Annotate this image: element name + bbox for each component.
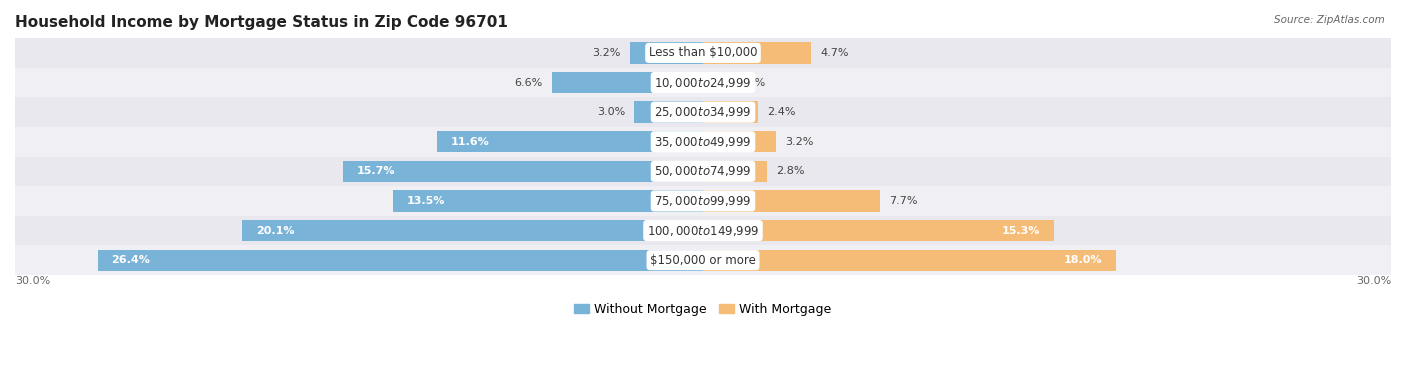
Bar <box>15 186 1391 216</box>
Text: $50,000 to $74,999: $50,000 to $74,999 <box>654 164 752 178</box>
Text: 7.7%: 7.7% <box>889 196 917 206</box>
Text: Source: ZipAtlas.com: Source: ZipAtlas.com <box>1274 15 1385 25</box>
Text: $10,000 to $24,999: $10,000 to $24,999 <box>654 76 752 90</box>
Text: 11.6%: 11.6% <box>451 137 489 147</box>
Text: 3.2%: 3.2% <box>786 137 814 147</box>
Text: 15.3%: 15.3% <box>1001 226 1040 235</box>
Text: $100,000 to $149,999: $100,000 to $149,999 <box>647 223 759 237</box>
Bar <box>15 216 1391 245</box>
Text: 13.5%: 13.5% <box>408 196 446 206</box>
Text: $75,000 to $99,999: $75,000 to $99,999 <box>654 194 752 208</box>
Bar <box>703 161 768 182</box>
Bar <box>242 220 703 241</box>
Text: Household Income by Mortgage Status in Zip Code 96701: Household Income by Mortgage Status in Z… <box>15 15 508 30</box>
Bar <box>343 161 703 182</box>
Bar <box>15 127 1391 156</box>
Bar <box>15 38 1391 68</box>
Bar <box>703 190 880 212</box>
Bar <box>551 72 703 93</box>
Bar <box>15 97 1391 127</box>
Text: 6.6%: 6.6% <box>515 77 543 88</box>
Text: 2.8%: 2.8% <box>776 166 804 177</box>
Bar <box>437 131 703 152</box>
Text: 26.4%: 26.4% <box>111 255 150 265</box>
Text: 30.0%: 30.0% <box>15 276 51 285</box>
Bar <box>703 131 776 152</box>
Text: 20.1%: 20.1% <box>256 226 294 235</box>
Bar <box>15 245 1391 275</box>
Bar <box>703 101 758 123</box>
Text: 2.4%: 2.4% <box>768 107 796 117</box>
Text: 15.7%: 15.7% <box>357 166 395 177</box>
Bar <box>703 42 811 64</box>
Bar <box>15 156 1391 186</box>
Bar <box>15 68 1391 97</box>
Text: $35,000 to $49,999: $35,000 to $49,999 <box>654 135 752 149</box>
Text: 4.7%: 4.7% <box>820 48 848 58</box>
Text: 1.1%: 1.1% <box>737 77 766 88</box>
Bar <box>630 42 703 64</box>
Bar <box>394 190 703 212</box>
Bar <box>97 249 703 271</box>
Text: $150,000 or more: $150,000 or more <box>650 254 756 266</box>
Text: $25,000 to $34,999: $25,000 to $34,999 <box>654 105 752 119</box>
Text: 18.0%: 18.0% <box>1063 255 1102 265</box>
Text: 3.0%: 3.0% <box>596 107 626 117</box>
Text: 30.0%: 30.0% <box>1355 276 1391 285</box>
Legend: Without Mortgage, With Mortgage: Without Mortgage, With Mortgage <box>569 298 837 321</box>
Bar <box>703 72 728 93</box>
Bar <box>703 220 1054 241</box>
Text: 3.2%: 3.2% <box>592 48 620 58</box>
Bar <box>703 249 1116 271</box>
Text: Less than $10,000: Less than $10,000 <box>648 46 758 59</box>
Bar <box>634 101 703 123</box>
